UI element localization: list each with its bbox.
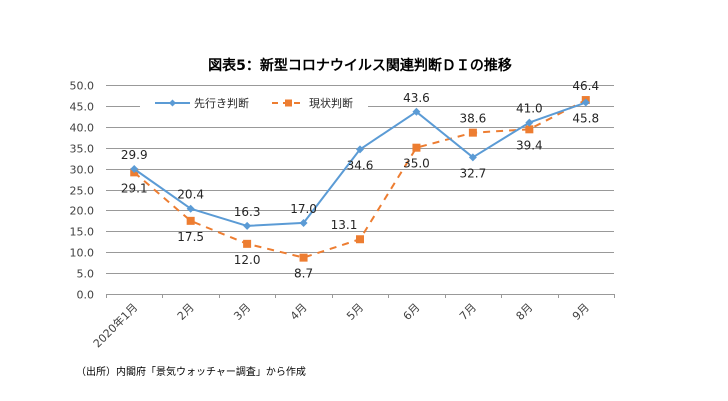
x-tick-label: 7月: [457, 301, 479, 323]
data-point-square: [299, 253, 308, 262]
data-label: 17.5: [177, 230, 204, 244]
chart-title: 図表5：新型コロナウイルス関連判断ＤＩの推移: [208, 57, 512, 74]
data-label: 34.6: [347, 158, 374, 172]
y-axis-ticks: 0.0 5.0 10.0 15.0 20.0 25.0 30.0 35.0 40.0 45.0 50…: [70, 80, 95, 302]
y-tick-label: 40.0: [70, 122, 95, 135]
data-point-diamond: [186, 204, 195, 213]
data-label: 13.1: [331, 218, 358, 232]
y-tick-label: 5.0: [77, 268, 95, 281]
y-tick-label: 20.0: [70, 205, 95, 218]
series-group: [130, 96, 590, 262]
data-point-square: [468, 128, 477, 137]
data-point-square: [186, 216, 195, 225]
data-point-diamond: [130, 165, 139, 174]
x-tick-label: 8月: [514, 301, 536, 323]
data-point-square: [356, 235, 364, 244]
data-label: 32.7: [460, 166, 487, 180]
legend: 先行き判断 現状判断: [140, 93, 368, 113]
data-label: 29.1: [121, 181, 148, 195]
data-label: 39.4: [516, 138, 543, 152]
source-note: （出所）内閣府「景気ウォッチャー調査」から作成: [76, 367, 306, 378]
legend-background: [140, 93, 368, 113]
x-tick-label: 5月: [344, 301, 366, 323]
x-tick-label: 2月: [175, 301, 197, 323]
y-tick-label: 30.0: [70, 164, 95, 177]
data-point-square: [243, 239, 252, 248]
x-tick-label: 3月: [231, 301, 253, 323]
data-point-diamond: [356, 145, 364, 154]
legend-item-forecast: 先行き判断: [155, 96, 249, 110]
data-label: 12.0: [234, 253, 261, 267]
x-tick-label: 6月: [401, 301, 423, 323]
legend-marker-diamond: [169, 99, 176, 107]
y-tick-label: 10.0: [70, 247, 95, 260]
y-tick-label: 35.0: [70, 143, 95, 156]
data-label: 8.7: [294, 267, 313, 281]
x-tick-label: 2020年1月: [90, 300, 140, 350]
data-label: 43.6: [403, 91, 430, 105]
y-tick-label: 45.0: [70, 101, 95, 114]
data-label: 35.0: [403, 157, 430, 171]
y-tick-label: 50.0: [70, 80, 95, 93]
legend-marker-square: [285, 99, 292, 107]
legend-item-current: 現状判断: [272, 96, 353, 110]
data-point-diamond: [299, 218, 308, 227]
data-point-diamond: [468, 153, 477, 162]
data-label: 29.9: [121, 148, 148, 162]
x-tick-label: 9月: [570, 301, 592, 323]
data-labels: 29.9 20.4 16.3 17.0 34.6 43.6 32.7 41.0 45.8 29.1…: [121, 79, 599, 281]
legend-label-forecast: 先行き判断: [194, 96, 249, 110]
data-label: 16.3: [234, 205, 261, 219]
data-label: 38.6: [460, 112, 487, 126]
x-axis: 2020年1月 2月 3月 4月 5月 6月 7月 8月 9月: [90, 294, 615, 350]
data-label: 41.0: [516, 102, 543, 116]
data-label: 17.0: [290, 202, 317, 216]
data-point-square: [412, 143, 421, 152]
x-tick-label: 4月: [288, 301, 310, 323]
data-label: 45.8: [572, 112, 599, 126]
y-tick-label: 25.0: [70, 185, 95, 198]
data-label: 46.4: [572, 79, 599, 93]
legend-label-current: 現状判断: [309, 96, 353, 110]
data-point-square: [525, 125, 534, 134]
data-point-diamond: [525, 118, 534, 127]
y-tick-label: 0.0: [77, 289, 95, 302]
y-tick-label: 15.0: [70, 226, 95, 239]
data-point-diamond: [581, 98, 590, 107]
data-point-diamond: [412, 107, 421, 116]
data-point-diamond: [243, 221, 252, 230]
data-label: 20.4: [177, 188, 204, 202]
